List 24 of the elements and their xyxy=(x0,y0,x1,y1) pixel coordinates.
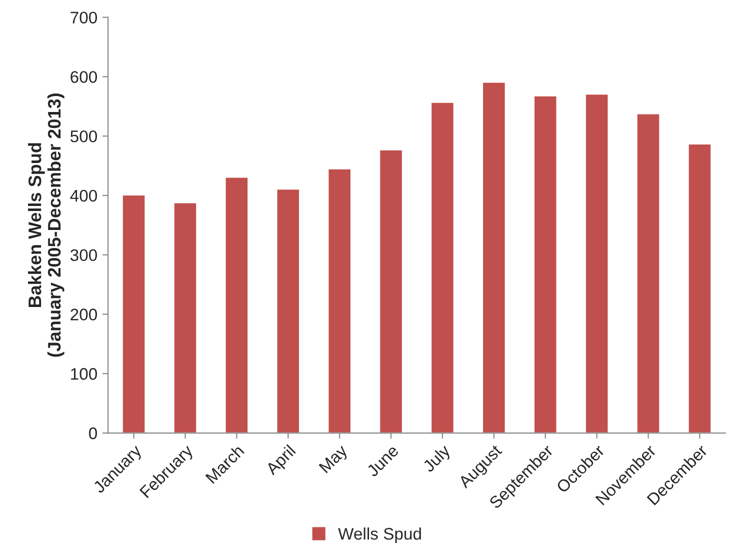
legend-label: Wells Spud xyxy=(338,527,421,543)
y-tick-label: 300 xyxy=(70,249,97,262)
bar xyxy=(172,202,198,434)
bar xyxy=(533,94,558,434)
bar xyxy=(327,168,352,434)
bar xyxy=(482,81,506,434)
y-tick-label: 200 xyxy=(70,308,97,320)
bar xyxy=(224,176,249,434)
bar xyxy=(584,93,610,434)
y-tick-label: 700 xyxy=(70,12,97,24)
y-tick-label: 100 xyxy=(71,368,97,380)
bar xyxy=(378,149,404,434)
bar xyxy=(122,194,146,434)
y-axis-title: Bakken Wells Spud (January 2005-December 2013) xyxy=(28,94,64,357)
bar xyxy=(636,112,661,434)
bar xyxy=(276,188,300,434)
y-tick-label: 600 xyxy=(70,71,97,83)
x-tick-label: July xyxy=(422,443,454,476)
y-tick-label: 0 xyxy=(89,427,97,440)
bar xyxy=(687,143,712,434)
y-tick-label: 400 xyxy=(70,190,97,202)
bar xyxy=(430,102,455,434)
x-tick-label: May xyxy=(318,444,351,476)
y-tick-label: 500 xyxy=(70,130,97,142)
